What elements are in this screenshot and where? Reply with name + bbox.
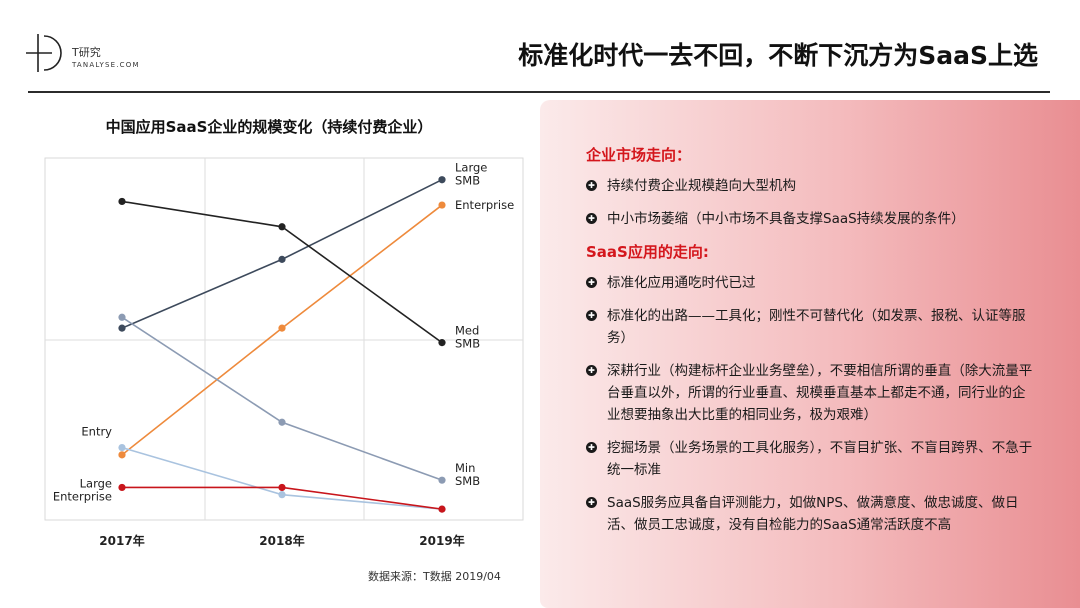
logo: T研究 TANALYSE.COM xyxy=(26,30,156,78)
bullet-text: 挖掘场景（业务场景的工具化服务），不盲目扩张、不盲目跨界、不急于统一标准 xyxy=(607,440,1033,478)
bullet-cross-icon: ✚ xyxy=(586,277,597,288)
data-source: 数据来源：T数据 2019/04 xyxy=(368,570,501,583)
data-point xyxy=(438,201,446,209)
bullet-item: ✚ 中小市场萎缩（中小市场不具备支撑SaaS持续发展的条件） xyxy=(586,208,1036,230)
data-point xyxy=(438,505,446,513)
data-point xyxy=(278,324,286,332)
bullet-cross-icon: ✚ xyxy=(586,180,597,191)
series-label: Large SMB xyxy=(455,161,487,188)
data-point xyxy=(278,483,286,492)
x-tick-label: 2019年 xyxy=(419,533,464,548)
series-label: Large Enterprise xyxy=(53,476,112,503)
bullet-cross-icon: ✚ xyxy=(586,497,597,508)
data-point xyxy=(438,339,446,347)
series-label: Min SMB xyxy=(455,461,480,488)
bullet-item: ✚ 深耕行业（构建标杆企业业务壁垒），不要相信所谓的垂直（除大流量平台垂直以外，所… xyxy=(586,360,1036,426)
bullet-text: 中小市场萎缩（中小市场不具备支撑SaaS持续发展的条件） xyxy=(607,211,965,227)
bullet-item: ✚ SaaS服务应具备自评测能力，如做NPS、做满意度、做忠诚度、做日活、做员工忠… xyxy=(586,492,1036,536)
bullet-item: ✚ 标准化应用通吃时代已过 xyxy=(586,272,1036,294)
slide-title: 标准化时代一去不回，不断下沉方为SaaS上选 xyxy=(518,41,1038,70)
series-label: Med SMB xyxy=(455,324,480,351)
market-bullet-list: ✚ 持续付费企业规模趋向大型机构 ✚ 中小市场萎缩（中小市场不具备支撑SaaS持续发展… xyxy=(586,175,1036,230)
data-point xyxy=(278,418,286,426)
logo-mark-icon xyxy=(26,34,62,72)
data-point xyxy=(118,451,126,459)
x-tick-label: 2017年 xyxy=(99,533,144,548)
series-label: Entry xyxy=(81,425,112,439)
section-heading-saas: SaaS应用的走向: xyxy=(586,243,709,261)
data-point xyxy=(278,255,286,263)
insight-panel: 企业市场走向： ✚ 持续付费企业规模趋向大型机构 ✚ 中小市场萎缩（中小市场不具备支撑… xyxy=(540,100,1080,608)
data-point xyxy=(438,476,446,484)
data-point xyxy=(118,444,126,452)
bullet-text: 持续付费企业规模趋向大型机构 xyxy=(607,178,796,194)
logo-name: T研究 xyxy=(72,46,101,59)
bullet-text: SaaS服务应具备自评测能力，如做NPS、做满意度、做忠诚度、做日活、做员工忠诚… xyxy=(607,495,1019,533)
data-point xyxy=(278,491,286,499)
section-heading-market: 企业市场走向： xyxy=(586,146,692,164)
bullet-text: 深耕行业（构建标杆企业业务壁垒），不要相信所谓的垂直（除大流量平台垂直以外，所谓… xyxy=(607,363,1033,423)
chart-title: 中国应用SaaS企业的规模变化（持续付费企业） xyxy=(105,118,433,136)
data-point xyxy=(278,223,286,231)
bullet-text: 标准化应用通吃时代已过 xyxy=(607,275,756,291)
bullet-item: ✚ 持续付费企业规模趋向大型机构 xyxy=(586,175,1036,197)
bullet-cross-icon: ✚ xyxy=(586,442,597,453)
data-point xyxy=(118,483,126,492)
line-chart: 2017年 2018年 2019年 Large SMB Enterprise Med SMB M… xyxy=(44,157,524,548)
bullet-cross-icon: ✚ xyxy=(586,213,597,224)
data-point xyxy=(118,313,126,321)
x-tick-label: 2018年 xyxy=(259,533,304,548)
bullet-text: 标准化的出路——工具化；刚性不可替代化（如发票、报税、认证等服务） xyxy=(607,308,1026,346)
bullet-item: ✚ 标准化的出路——工具化；刚性不可替代化（如发票、报税、认证等服务） xyxy=(586,305,1036,349)
plot-area xyxy=(44,157,524,521)
bullet-cross-icon: ✚ xyxy=(586,365,597,376)
data-point xyxy=(118,324,126,332)
bullet-cross-icon: ✚ xyxy=(586,310,597,321)
bullet-item: ✚ 挖掘场景（业务场景的工具化服务），不盲目扩张、不盲目跨界、不急于统一标准 xyxy=(586,437,1036,481)
series-label: Enterprise xyxy=(455,198,514,212)
header-divider xyxy=(28,91,1050,93)
logo-subtitle: TANALYSE.COM xyxy=(72,61,140,69)
data-point xyxy=(438,176,446,184)
saas-bullet-list: ✚ 标准化应用通吃时代已过 ✚ 标准化的出路——工具化；刚性不可替代化（如发票、报税、… xyxy=(586,272,1036,536)
data-point xyxy=(118,197,126,206)
